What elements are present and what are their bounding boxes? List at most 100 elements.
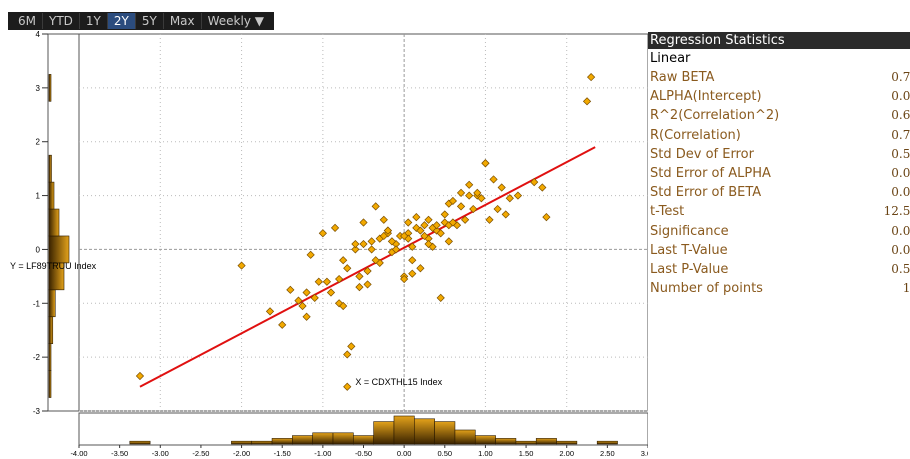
scatter-point xyxy=(473,188,482,197)
stat-value: 0.01 xyxy=(891,89,910,104)
scatter-point xyxy=(542,213,551,222)
x-histogram-bar xyxy=(515,440,537,445)
scatter-point xyxy=(387,237,397,246)
scatter-point xyxy=(432,221,441,230)
x-tick-label: -2.50 xyxy=(192,449,209,458)
scatter-point xyxy=(505,194,514,203)
scatter-point xyxy=(408,242,417,251)
stat-label: R^2(Correlation^2) xyxy=(650,108,780,124)
scatter-point xyxy=(371,256,380,265)
stat-value: 0.03 xyxy=(891,242,910,257)
scatter-point xyxy=(481,159,490,168)
scatter-point xyxy=(420,231,429,241)
scatter-point xyxy=(286,285,295,294)
x-tick-label: 3.00 xyxy=(641,449,648,458)
x-histogram-bar xyxy=(231,440,253,445)
timeframe-button-6[interactable]: Weekly ▼ xyxy=(207,14,264,28)
scatter-point xyxy=(367,245,376,254)
scatter-point xyxy=(278,320,287,329)
scatter-point xyxy=(436,293,445,302)
y-tick-label: -1 xyxy=(33,299,41,308)
x-histogram-bar xyxy=(414,418,435,445)
scatter-point xyxy=(408,269,417,278)
scatter-point xyxy=(582,97,592,106)
scatter-point xyxy=(416,226,425,235)
timeframe-button-2[interactable]: 1Y xyxy=(80,13,108,29)
x-histogram-bar xyxy=(353,435,374,445)
scatter-point xyxy=(440,210,449,219)
x-histogram-bar xyxy=(495,438,517,445)
y-histogram-bar xyxy=(48,181,55,210)
x-histogram-bar xyxy=(454,429,476,445)
scatter-point xyxy=(306,250,315,259)
stat-row: Std Error of ALPHA 0.05 xyxy=(648,164,910,183)
timeframe-button-1[interactable]: YTD xyxy=(43,13,80,29)
x-histogram-bar xyxy=(474,435,496,445)
scatter-point xyxy=(456,188,466,197)
scatter-point xyxy=(265,307,275,316)
timeframe-toolbar: 6M YTD 1Y 2Y 5Y Max Weekly ▼ xyxy=(8,12,274,30)
stat-row: ALPHA(Intercept) 0.01 xyxy=(648,87,910,106)
x-histogram-bar xyxy=(535,438,557,445)
y-tick-label: 4 xyxy=(36,30,41,39)
scatter-point xyxy=(456,202,466,211)
scatter-point xyxy=(326,288,336,297)
stat-label: Raw BETA xyxy=(650,70,715,85)
y-axis-label: Y = LF89TRUU Index xyxy=(10,261,97,271)
stat-value: 10 xyxy=(902,281,910,296)
x-histogram-bar xyxy=(393,415,415,445)
y-histogram-bar xyxy=(48,316,54,344)
x-tick-label: 1.50 xyxy=(519,449,534,458)
x-histogram-bar xyxy=(129,440,151,445)
y-histogram-bar xyxy=(48,235,70,264)
timeframe-button-5[interactable]: Max xyxy=(164,13,202,29)
stat-row: Last P-Value 0.51 xyxy=(648,260,910,279)
scatter-point xyxy=(355,283,364,292)
stat-label: Last P-Value xyxy=(650,261,729,277)
stat-label: Std Error of BETA xyxy=(650,185,762,201)
scatter-point xyxy=(339,301,348,311)
scatter-point xyxy=(322,277,332,286)
x-histogram-bar xyxy=(373,421,395,445)
x-histogram-bar xyxy=(434,421,456,445)
x-axis-label: X = CDXTHL15 Index xyxy=(355,377,442,387)
x-tick-label: 2.00 xyxy=(559,449,574,458)
y-histogram-bar xyxy=(48,289,56,318)
timeframe-button-4[interactable]: 5Y xyxy=(136,13,164,29)
stat-label: Number of points xyxy=(650,281,763,297)
y-tick-label: 1 xyxy=(36,192,41,201)
x-histogram-bar xyxy=(312,432,334,445)
scatter-point xyxy=(351,239,360,249)
scatter-point xyxy=(363,280,372,289)
stat-label: t-Test xyxy=(650,204,685,220)
x-histogram-bar xyxy=(271,438,293,445)
scatter-point xyxy=(351,245,360,254)
scatter-point xyxy=(404,218,413,227)
scatter-point xyxy=(461,215,470,224)
stats-model: Linear xyxy=(650,51,691,66)
stat-label: Std Dev of Error xyxy=(650,146,754,162)
x-histogram-bar xyxy=(332,432,354,445)
scatter-point xyxy=(424,239,433,249)
scatter-point xyxy=(497,183,506,192)
scatter-point xyxy=(513,191,523,200)
x-histogram xyxy=(129,415,618,445)
scatter-point xyxy=(330,223,340,232)
y-tick-label: -3 xyxy=(33,407,41,416)
x-histogram-bar xyxy=(556,440,578,445)
scatter-point xyxy=(469,204,478,214)
regression-chart: -3 -2 -1 0 1 2 3 4 -4.00 -3.50 -3.00 -2.50 -2.00 -1.… xyxy=(10,30,648,458)
scatter-point xyxy=(355,272,364,281)
stat-value: 0.51 xyxy=(891,261,910,276)
timeframe-button-0[interactable]: 6M xyxy=(12,13,43,29)
regression-stats-panel: Regression Statistics Linear Raw BETA 0.7… xyxy=(648,32,910,298)
scatter-point xyxy=(237,261,246,270)
x-tick-label: -1.50 xyxy=(274,449,291,458)
x-tick-label: -2.00 xyxy=(233,449,250,458)
stat-label: R(Correlation) xyxy=(650,127,741,143)
timeframe-button-3[interactable]: 2Y xyxy=(107,13,136,29)
x-tick-label: -3.50 xyxy=(111,449,128,458)
stat-row: Number of points 10 xyxy=(648,279,910,298)
x-tick-label: 1.00 xyxy=(478,449,493,458)
scatter-point xyxy=(347,342,356,351)
